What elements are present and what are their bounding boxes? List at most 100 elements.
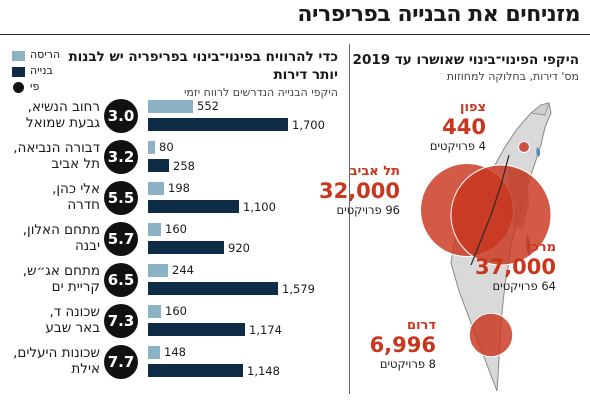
bar-demolition-label: 160 [165, 304, 187, 318]
bar-row-label-line2: קריית ים [51, 279, 100, 295]
bar-chart-title-line2: יותר דירות [273, 67, 338, 83]
bar-construction-label: 920 [228, 241, 250, 255]
bar-row-label-line2: אילת [71, 361, 100, 377]
region-tel-aviv-name: תל אביב [349, 164, 400, 179]
region-south-units: 6,996 [369, 333, 436, 357]
bar-row-label: שכונה ד, באר שבע [45, 304, 100, 336]
bar-construction-label: 1,148 [247, 364, 280, 378]
map-subtitle: מס' דירות, בחלוקה למחוזות [446, 70, 579, 83]
bar-demolition [148, 305, 161, 318]
bar-row: מתחם אג״ש, קריית ים 6.5 244 1,579 [0, 262, 348, 298]
bar-chart-title-line1: כדי להרוויח בפינוי־בינוי בפריפריה יש לבנ… [68, 49, 338, 65]
bar-row-label: מתחם אג״ש, קריית ים [23, 263, 100, 295]
bar-construction [148, 159, 169, 172]
region-south: דרום 6,996 8 פרויקטים [370, 318, 436, 371]
region-north-units: 440 [442, 115, 486, 139]
bar-row: רחוב הנשיא, גבעת שמואל 3.0 552 1,700 [0, 98, 348, 134]
bar-demolition-label: 160 [165, 222, 187, 236]
bar-demolition [148, 100, 193, 113]
bar-row-label-line1: דבורה הנביאה, [13, 140, 100, 156]
bar-row-label-line2: גבעת שמואל [25, 115, 100, 131]
bar-row-label-line1: רחוב הנשיא, [27, 99, 100, 115]
bar-construction [148, 241, 224, 254]
bar-demolition [148, 264, 168, 277]
bar-demolition-label: 148 [164, 345, 186, 359]
bar-row: שכונות היעלים, אילת 7.7 148 1,148 [0, 344, 348, 380]
region-north: צפון 440 4 פרויקטים [430, 100, 486, 153]
bar-row-label: מתחם האלון, יבנה [23, 222, 100, 254]
region-bubbles [420, 141, 552, 358]
ratio-badge: 5.5 [104, 181, 138, 215]
legend-swatch-demolition [12, 51, 25, 61]
bar-row: דבורה הנביאה, תל אביב 3.2 80 258 [0, 139, 348, 175]
bar-construction-label: 1,100 [243, 200, 276, 214]
region-center-name: מרכז [526, 240, 556, 255]
israel-map [420, 102, 552, 392]
legend-label-ratio: פי [30, 80, 40, 93]
bar-demolition-label: 80 [159, 140, 174, 154]
bar-row-label-line1: שכונה ד, [49, 304, 100, 320]
region-center: מרכז 37,000 64 פרויקטים [475, 240, 556, 293]
legend-swatch-construction [12, 67, 25, 77]
column-divider [349, 44, 350, 394]
bar-construction [148, 118, 288, 131]
title-divider [0, 34, 590, 35]
region-south-projects: 8 פרויקטים [379, 357, 436, 371]
bar-row: אלי כהן, חדרה 5.5 198 1,100 [0, 180, 348, 216]
ratio-badge: 7.3 [104, 304, 138, 338]
bar-construction [148, 200, 239, 213]
bar-demolition-label: 552 [197, 99, 219, 113]
region-south-name: דרום [407, 318, 436, 333]
bar-chart-subtitle: היקפי הבנייה הנדרשים לרווח יזמי [183, 86, 338, 99]
bar-construction [148, 323, 245, 336]
region-center-projects: 64 פרויקטים [492, 279, 557, 293]
bar-row-label-line2: חדרה [67, 197, 100, 213]
bar-construction-label: 258 [173, 159, 195, 173]
bar-row-label-line2: באר שבע [45, 320, 100, 336]
ratio-badge: 3.0 [104, 99, 138, 133]
bar-row: מתחם האלון, יבנה 5.7 160 920 [0, 221, 348, 257]
region-tel-aviv-units: 32,000 [318, 179, 400, 203]
ratio-badge: 7.7 [104, 345, 138, 379]
bar-row-label: דבורה הנביאה, תל אביב [13, 140, 100, 172]
bar-row-label-line1: מתחם האלון, [22, 222, 100, 238]
page-title: מזניחים את הבנייה בפריפריה [297, 2, 580, 27]
map-title: היקפי הפינוי־בינוי שאושרו עד 2019 [352, 52, 579, 68]
bar-row-label: שכונות היעלים, אילת [13, 345, 100, 377]
bar-row-label: אלי כהן, חדרה [52, 181, 100, 213]
district-border-line [470, 154, 510, 266]
region-center-units: 37,000 [474, 255, 556, 279]
bar-row-label-line1: אלי כהן, [52, 181, 100, 197]
ratio-badge: 5.7 [104, 222, 138, 256]
region-tel-aviv-projects: 96 פרויקטים [336, 203, 401, 217]
region-tel-aviv: תל אביב 32,000 96 פרויקטים [319, 164, 400, 217]
bar-row-label-line1: שכונות היעלים, [13, 345, 100, 361]
bar-demolition [148, 346, 160, 359]
bar-demolition-label: 198 [168, 181, 190, 195]
bar-row: שכונה ד, באר שבע 7.3 160 1,174 [0, 303, 348, 339]
bar-demolition [148, 141, 155, 154]
bar-row-label-line1: מתחם אג״ש, [22, 263, 100, 279]
bar-demolition-label: 244 [172, 263, 194, 277]
bar-construction-label: 1,579 [282, 282, 315, 296]
legend-label-demolition: הריסה [30, 48, 61, 61]
region-north-projects: 4 פרויקטים [429, 139, 486, 153]
bar-row-label-line2: יבנה [74, 238, 100, 254]
ratio-badge: 3.2 [104, 140, 138, 174]
bar-construction-label: 1,700 [292, 118, 325, 132]
bar-construction [148, 282, 278, 295]
bar-construction [148, 364, 243, 377]
ratio-badge: 6.5 [104, 263, 138, 297]
bar-row-label-line2: תל אביב [51, 156, 101, 172]
region-bubble [450, 164, 552, 266]
region-bubble [468, 312, 514, 358]
bar-construction-label: 1,174 [249, 323, 282, 337]
legend-dot-ratio [13, 82, 24, 93]
bar-chart-title: כדי להרוויח בפינוי־בינוי בפריפריה יש לבנ… [68, 48, 338, 84]
bar-demolition [148, 223, 161, 236]
region-north-name: צפון [460, 100, 486, 115]
bar-demolition [148, 182, 164, 195]
region-bubble [518, 141, 530, 153]
bar-row-label: רחוב הנשיא, גבעת שמואל [26, 99, 100, 131]
legend-label-construction: בנייה [30, 64, 53, 77]
